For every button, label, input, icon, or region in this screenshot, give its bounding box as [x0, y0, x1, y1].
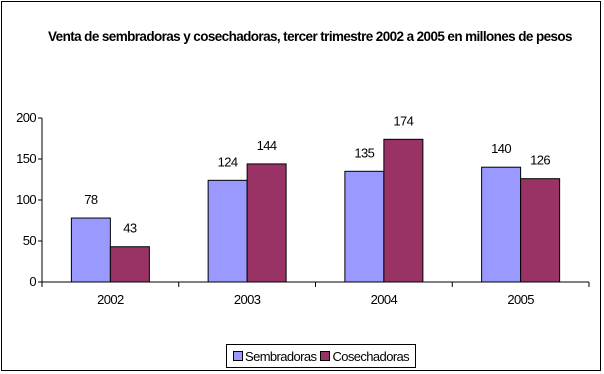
y-tick-label: 50 [23, 233, 37, 248]
y-tick-label: 0 [29, 274, 36, 289]
data-label-cosechadoras: 43 [123, 221, 137, 236]
legend-item-sembradoras: Sembradoras [233, 348, 317, 364]
y-tick-label: 200 [16, 110, 36, 125]
bar-sembradoras [70, 217, 111, 283]
x-tick-label: 2003 [234, 292, 261, 307]
bar-cosechadoras [246, 163, 287, 283]
data-label-sembradoras: 140 [491, 141, 511, 156]
y-tick-label: 100 [16, 192, 36, 207]
data-label-cosechadoras: 144 [257, 138, 277, 153]
data-label-cosechadoras: 174 [393, 113, 413, 128]
data-label-cosechadoras: 126 [530, 153, 550, 168]
bar-sembradoras [344, 170, 385, 283]
legend-label-sembradoras: Sembradoras [245, 348, 317, 364]
legend-swatch-cosechadoras [320, 351, 331, 361]
x-tick-label: 2004 [371, 292, 398, 307]
y-tick-label: 150 [16, 151, 36, 166]
data-label-sembradoras: 124 [218, 154, 238, 169]
bar-cosechadoras [109, 246, 150, 283]
data-label-sembradoras: 78 [84, 192, 98, 207]
bar-cosechadoras [520, 178, 561, 283]
chart-title: Venta de sembradoras y cosechadoras, ter… [48, 29, 573, 44]
bar-sembradoras [207, 179, 248, 283]
bar-cosechadoras [383, 138, 424, 283]
bar-sembradoras [481, 166, 522, 283]
data-label-sembradoras: 135 [354, 145, 374, 160]
legend-label-cosechadoras: Cosechadoras [332, 348, 410, 364]
x-tick-label: 2002 [97, 292, 124, 307]
x-tick-label: 2005 [507, 292, 534, 307]
legend-item-cosechadoras: Cosechadoras [320, 348, 410, 364]
legend-swatch-sembradoras [233, 351, 243, 361]
chart-legend: Sembradoras Cosechadoras [226, 344, 417, 368]
